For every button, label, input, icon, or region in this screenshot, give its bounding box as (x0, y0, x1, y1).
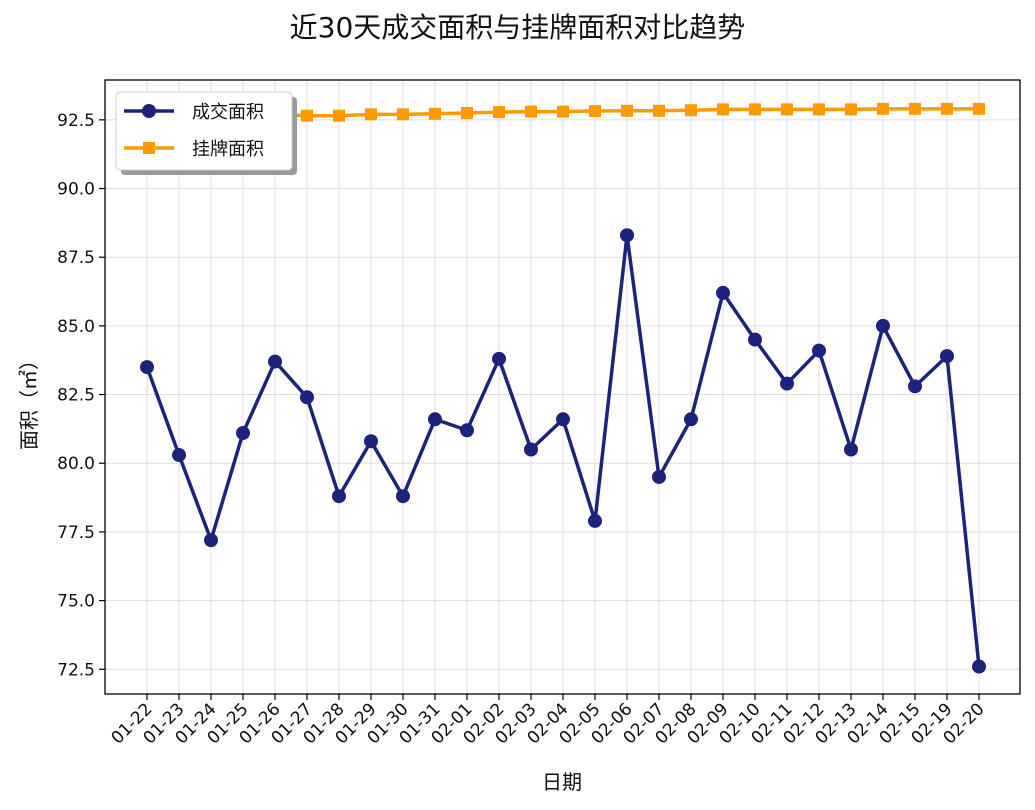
data-point-series-2 (909, 102, 921, 115)
data-point-series-1 (268, 354, 282, 369)
y-axis-label: 面积（㎡） (17, 350, 41, 450)
y-tick-label: 80.0 (57, 454, 95, 474)
legend: 成交面积 挂牌面积 (115, 91, 297, 175)
legend-label-series-1: 成交面积 (192, 102, 264, 123)
x-axis-ticks: 01-2201-2301-2401-2501-2601-2701-2801-29… (107, 694, 989, 748)
data-point-series-1 (940, 349, 954, 364)
data-point-series-2 (653, 104, 665, 117)
data-point-series-1 (524, 442, 538, 457)
y-tick-label: 77.5 (57, 523, 95, 543)
legend-marker-series-2 (143, 142, 155, 154)
data-point-series-1 (428, 412, 442, 427)
data-point-series-1 (204, 533, 218, 548)
data-point-series-1 (396, 489, 410, 504)
data-point-series-1 (588, 513, 602, 528)
data-point-series-1 (652, 469, 666, 484)
data-point-series-2 (941, 102, 953, 115)
data-point-series-1 (556, 412, 570, 427)
y-tick-label: 75.0 (57, 592, 95, 612)
y-tick-label: 82.5 (57, 386, 95, 406)
data-point-series-2 (781, 103, 793, 116)
legend-marker-series-1 (142, 104, 156, 118)
data-point-series-1 (300, 390, 314, 405)
y-tick-label: 85.0 (57, 317, 95, 337)
data-point-series-1 (172, 447, 186, 462)
legend-label-series-2: 挂牌面积 (192, 139, 264, 160)
data-point-series-1 (492, 351, 506, 366)
data-point-series-1 (780, 376, 794, 391)
data-point-series-2 (301, 109, 313, 122)
data-point-series-2 (493, 106, 505, 119)
data-point-series-2 (621, 104, 633, 117)
y-tick-label: 92.5 (57, 111, 95, 131)
x-axis-label: 日期 (542, 770, 582, 794)
data-point-series-1 (876, 318, 890, 333)
data-point-series-2 (461, 106, 473, 119)
data-point-series-1 (620, 228, 634, 243)
data-point-series-1 (140, 360, 154, 375)
data-point-series-2 (877, 102, 889, 115)
data-point-series-1 (812, 343, 826, 358)
data-point-series-1 (332, 489, 346, 504)
data-point-series-2 (749, 103, 761, 116)
data-point-series-1 (716, 285, 730, 300)
data-point-series-2 (685, 104, 697, 117)
y-axis-ticks: 72.5 75.0 77.5 80.0 82.5 85.0 87.5 90.0 92.5 (57, 111, 105, 680)
y-tick-label: 72.5 (57, 660, 95, 680)
chart-title: 近30天成交面积与挂牌面积对比趋势 (289, 11, 746, 44)
data-point-series-2 (557, 105, 569, 118)
data-point-series-2 (813, 103, 825, 116)
data-point-series-2 (333, 109, 345, 122)
data-point-series-2 (525, 105, 537, 118)
data-point-series-1 (684, 412, 698, 427)
data-point-series-1 (748, 332, 762, 347)
data-point-series-1 (908, 379, 922, 394)
y-tick-label: 90.0 (57, 180, 95, 200)
data-point-series-1 (460, 423, 474, 438)
data-point-series-2 (717, 103, 729, 116)
data-point-series-2 (365, 108, 377, 121)
data-point-series-2 (589, 105, 601, 118)
data-point-series-2 (429, 107, 441, 120)
data-point-series-2 (973, 102, 985, 115)
data-point-series-2 (397, 108, 409, 121)
y-tick-label: 87.5 (57, 248, 95, 268)
data-point-series-1 (972, 659, 986, 674)
data-point-series-2 (845, 103, 857, 116)
data-point-series-1 (236, 426, 250, 441)
data-point-series-1 (844, 442, 858, 457)
data-point-series-1 (364, 434, 378, 449)
